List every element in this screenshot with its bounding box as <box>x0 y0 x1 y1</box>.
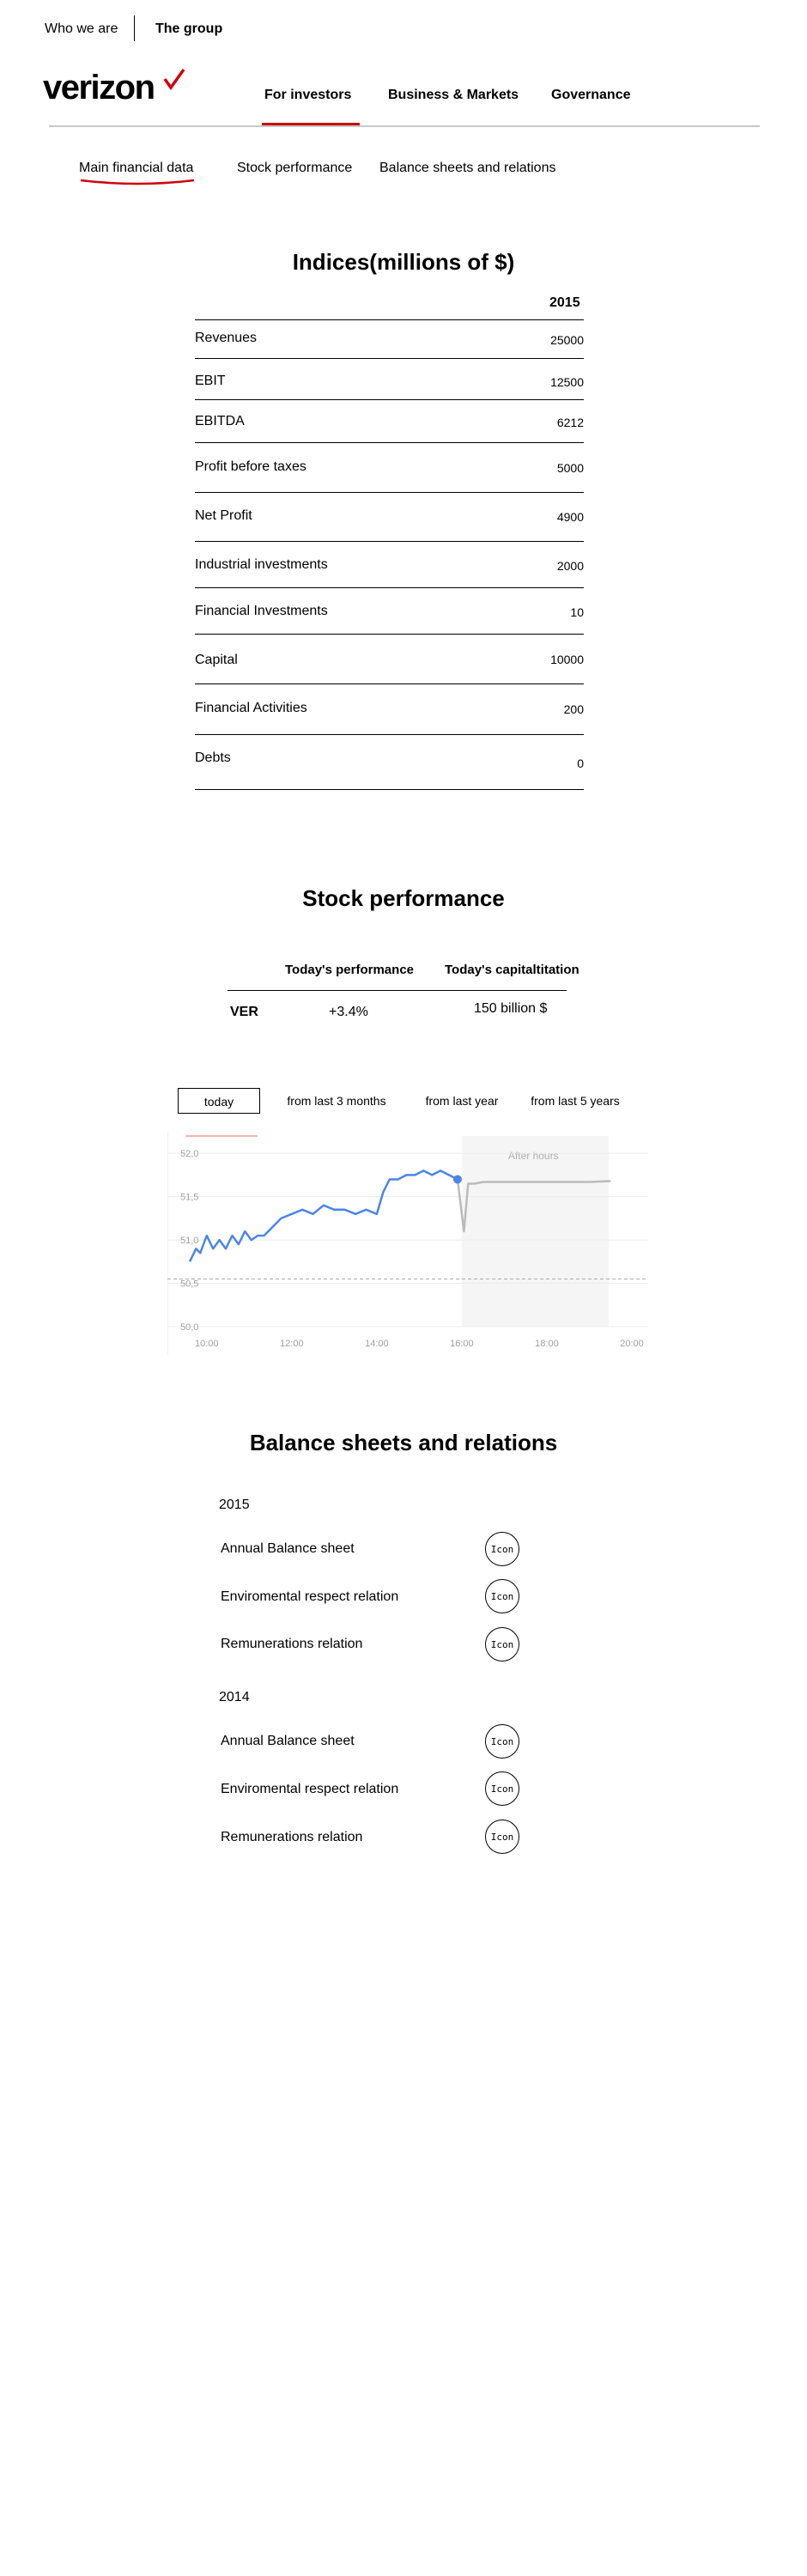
range-tab-today[interactable]: today <box>178 1088 260 1114</box>
document-icon[interactable]: Icon <box>485 1532 519 1566</box>
stock-title: Stock performance <box>302 885 505 911</box>
indices-row-value: 5000 <box>556 461 584 475</box>
indices-title: Indices(millions of $) <box>292 249 515 275</box>
indices-row-value: 25000 <box>550 333 584 347</box>
verizon-check-icon <box>163 68 185 91</box>
who-we-are-link[interactable]: Who we are <box>45 21 118 36</box>
indices-row-value: 2000 <box>556 559 584 573</box>
balance-item-label: Annual Balance sheet <box>221 1734 355 1748</box>
chart-x-tick-label: 18:00 <box>535 1339 559 1349</box>
chart-y-tick-label: 51,0 <box>180 1236 198 1246</box>
document-icon[interactable]: Icon <box>485 1579 519 1613</box>
indices-row-value: 10 <box>570 605 584 619</box>
indices-row-label: Debts <box>195 750 231 765</box>
indices-row-value: 12500 <box>550 375 584 389</box>
chart-y-tick-label: 51,5 <box>180 1193 198 1203</box>
stock-performance-value: +3.4% <box>329 1005 368 1019</box>
nav-business-markets[interactable]: Business & Markets <box>388 88 519 102</box>
indices-rule <box>195 492 584 493</box>
chart-y-tick-label: 50,5 <box>180 1279 198 1290</box>
balance-item-label: Enviromental respect relation <box>221 1589 399 1604</box>
balance-year-2015: 2015 <box>219 1498 250 1512</box>
subnav-active-underline <box>80 179 195 185</box>
document-icon[interactable]: Icon <box>485 1627 519 1662</box>
indices-row-label: Financial Investments <box>195 604 328 618</box>
indices-rule <box>195 789 584 790</box>
indices-row-label: Capital <box>195 653 238 667</box>
indices-year-header: 2015 <box>549 295 580 310</box>
chart-y-tick-label: 52,0 <box>180 1149 198 1159</box>
indices-row-value: 200 <box>563 702 584 716</box>
indices-rule <box>195 734 584 735</box>
nav-for-investors[interactable]: For investors <box>264 88 352 102</box>
document-icon[interactable]: Icon <box>485 1771 519 1806</box>
after-hours-label: After hours <box>508 1150 559 1162</box>
nav-divider <box>49 125 760 127</box>
balance-item-label: Annual Balance sheet <box>221 1541 355 1556</box>
the-group-link[interactable]: The group <box>155 21 223 36</box>
after-hours-shade <box>461 1136 609 1327</box>
stock-ticker: VER <box>230 1005 258 1019</box>
chart-x-tick-label: 16:00 <box>450 1339 474 1349</box>
document-icon[interactable]: Icon <box>485 1820 519 1854</box>
indices-row-label: Financial Activities <box>195 701 307 715</box>
verizon-logo[interactable]: verizon <box>43 69 155 106</box>
range-tab-3-months[interactable]: from last 3 months <box>287 1094 386 1108</box>
indices-row-label: Revenues <box>195 331 258 345</box>
indices-rule <box>195 319 584 320</box>
indices-rule <box>195 442 584 443</box>
document-icon[interactable]: Icon <box>485 1724 519 1759</box>
stock-table-rule <box>228 990 567 991</box>
indices-rule <box>195 541 584 542</box>
range-tab-5-years[interactable]: from last 5 years <box>531 1094 620 1108</box>
indices-row-label: EBITDA <box>195 414 245 428</box>
balance-year-2014: 2014 <box>219 1690 250 1704</box>
indices-row-label: Profit before taxes <box>195 459 306 474</box>
indices-rule <box>195 683 584 684</box>
subnav-balance-sheets[interactable]: Balance sheets and relations <box>379 161 556 175</box>
chart-x-tick-label: 14:00 <box>365 1339 389 1349</box>
subnav-stock-performance[interactable]: Stock performance <box>237 161 353 175</box>
indices-row-value: 6212 <box>556 416 584 429</box>
chart-x-tick-label: 10:00 <box>195 1339 219 1349</box>
balance-title: Balance sheets and relations <box>249 1430 558 1455</box>
nav-active-indicator <box>262 123 360 125</box>
chart-y-tick-label: 50,0 <box>180 1322 198 1333</box>
stock-chart[interactable]: After hours 52,0 51,5 51,0 50,5 50,0 10:00 12:… <box>167 1132 648 1355</box>
indices-row-label: EBIT <box>195 374 226 388</box>
balance-item-label: Remunerations relation <box>221 1830 363 1844</box>
indices-row-value: 10000 <box>550 653 584 666</box>
market-close-point[interactable] <box>452 1175 462 1184</box>
after-hours-series-line <box>456 1179 611 1233</box>
indices-rule <box>195 358 584 359</box>
chart-x-tick-label: 12:00 <box>280 1339 304 1349</box>
topbar-divider <box>134 15 135 41</box>
price-series-line <box>188 1170 458 1262</box>
stock-performance-header: Today's performance <box>285 963 414 977</box>
subnav-main-financial-data[interactable]: Main financial data <box>79 161 194 175</box>
stock-capitalization-header: Today's capitaltitation <box>445 963 579 977</box>
balance-item-label: Enviromental respect relation <box>221 1782 399 1796</box>
indices-row-value: 0 <box>577 756 584 770</box>
range-tab-last-year[interactable]: from last year <box>425 1094 499 1108</box>
indices-rule <box>195 634 584 635</box>
indices-rule <box>195 587 584 588</box>
balance-item-label: Remunerations relation <box>221 1637 363 1651</box>
indices-row-value: 4900 <box>556 510 584 524</box>
chart-x-tick-label: 20:00 <box>620 1339 644 1349</box>
indices-rule <box>195 399 584 400</box>
indices-row-label: Net Profit <box>195 508 252 523</box>
stock-capitalization-value: 150 billion $ <box>474 1001 548 1016</box>
indices-row-label: Industrial investments <box>195 557 328 572</box>
nav-governance[interactable]: Governance <box>551 88 631 102</box>
